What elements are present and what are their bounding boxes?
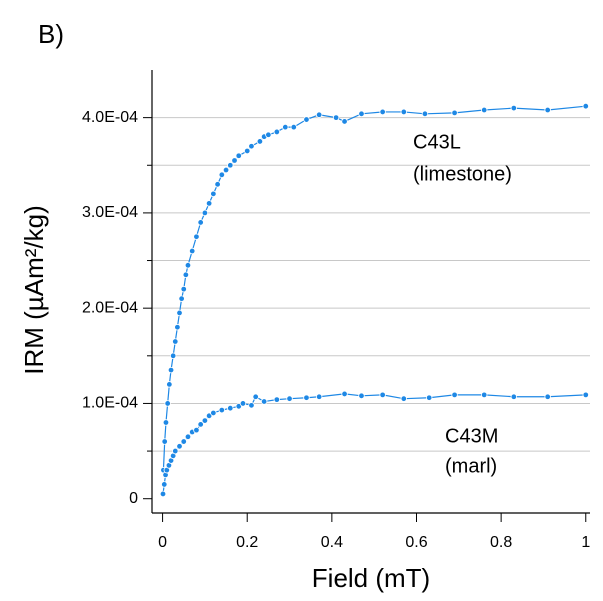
data-point: [235, 152, 242, 159]
data-point: [161, 438, 168, 445]
data-point: [315, 111, 323, 118]
x-tick-label: 0.2: [236, 534, 258, 551]
data-point: [358, 392, 365, 400]
data-point: [161, 481, 168, 488]
data-point: [341, 390, 348, 398]
data-point: [379, 391, 386, 399]
y-tick-label: 3.0E-04: [82, 204, 138, 221]
data-point: [582, 103, 589, 110]
data-point: [172, 447, 179, 455]
data-point: [231, 157, 238, 164]
data-point: [174, 324, 181, 331]
data-point: [358, 110, 365, 118]
data-point: [451, 391, 458, 399]
data-point: [425, 394, 433, 401]
data-point: [332, 114, 340, 121]
data-point: [218, 406, 226, 414]
data-point: [201, 209, 209, 217]
annotation: C43L: [413, 131, 461, 153]
data-point: [166, 381, 173, 388]
data-point: [239, 400, 247, 407]
data-point: [510, 104, 518, 112]
x-tick-label: 0: [158, 534, 167, 551]
annotation: (marl): [445, 455, 497, 477]
data-point: [260, 398, 268, 405]
data-point: [197, 219, 204, 226]
y-axis-title: IRM (µAm²/kg): [19, 205, 49, 375]
series-line: [162, 105, 586, 471]
data-point: [481, 391, 488, 399]
data-point: [193, 426, 200, 434]
annotation: C43M: [445, 425, 498, 447]
y-tick-label: 0: [129, 490, 138, 507]
data-point: [193, 233, 200, 240]
data-point: [248, 143, 255, 150]
data-point: [176, 443, 183, 450]
data-point: [582, 391, 589, 399]
data-point: [286, 395, 293, 402]
data-point: [303, 394, 310, 401]
data-point: [400, 108, 407, 116]
data-point: [167, 366, 175, 374]
data-point: [273, 128, 281, 136]
data-point: [169, 352, 177, 360]
data-point: [273, 396, 281, 403]
data-point: [227, 405, 234, 412]
data-point: [544, 106, 551, 114]
data-point: [222, 166, 230, 174]
data-point: [290, 123, 297, 131]
data-point: [244, 147, 251, 155]
x-tick-label: 0.6: [405, 534, 427, 551]
data-point: [180, 285, 187, 293]
data-point: [162, 419, 170, 426]
y-tick-label: 4.0E-04: [82, 109, 138, 126]
data-point: [201, 417, 209, 424]
x-tick-label: 1: [581, 534, 590, 551]
data-point: [205, 200, 213, 207]
data-point: [182, 271, 190, 279]
data-point: [180, 438, 187, 445]
data-point: [184, 433, 192, 440]
data-point: [178, 295, 185, 302]
data-point: [176, 309, 183, 317]
x-tick-label: 0.4: [321, 534, 343, 551]
data-point: [451, 109, 458, 117]
data-point: [159, 490, 167, 498]
data-point: [164, 400, 171, 407]
y-tick-label: 1.0E-04: [82, 395, 138, 412]
data-point: [265, 131, 272, 138]
data-point: [248, 402, 255, 409]
data-point: [341, 118, 348, 125]
data-point: [227, 162, 234, 169]
data-point: [315, 393, 323, 400]
data-point: [544, 393, 551, 400]
data-point: [252, 393, 259, 400]
data-point: [197, 421, 204, 428]
data-point: [189, 247, 196, 255]
data-point: [379, 108, 386, 116]
data-point: [218, 171, 226, 178]
data-point: [184, 262, 192, 269]
series-line: [162, 393, 586, 495]
data-point: [400, 395, 407, 402]
x-tick-label: 0.8: [490, 534, 512, 551]
data-point: [210, 409, 217, 417]
data-point: [282, 123, 289, 131]
panel-label: B): [38, 19, 64, 49]
data-point: [172, 338, 179, 345]
data-point: [214, 181, 221, 188]
x-axis-title: Field (mT): [312, 563, 430, 593]
annotation: (limestone): [413, 163, 512, 185]
data-point: [510, 393, 518, 400]
data-point: [210, 190, 217, 198]
data-point: [256, 138, 264, 145]
data-point: [421, 110, 429, 118]
data-point: [481, 106, 488, 114]
data-point: [303, 116, 310, 123]
y-tick-label: 2.0E-04: [82, 299, 138, 316]
